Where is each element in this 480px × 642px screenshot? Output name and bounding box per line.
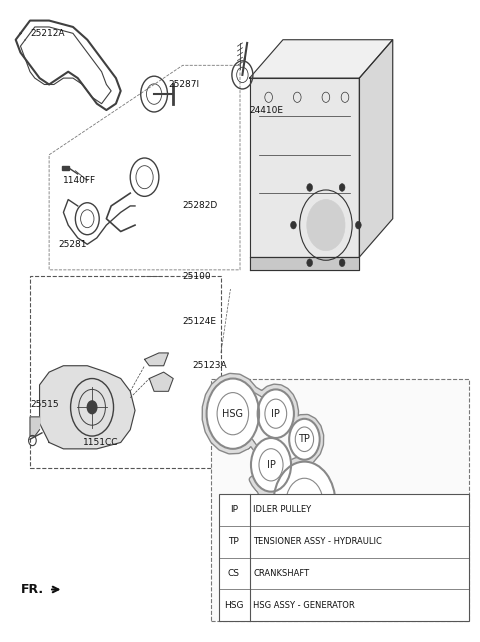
Polygon shape [30,417,39,436]
Text: CS: CS [298,498,311,508]
Circle shape [87,401,97,413]
Circle shape [290,221,296,229]
Polygon shape [250,40,393,78]
Text: 25282D: 25282D [183,202,218,211]
Circle shape [339,184,345,191]
Text: CS: CS [228,569,240,578]
Circle shape [307,184,312,191]
Text: HSG ASSY - GENERATOR: HSG ASSY - GENERATOR [253,601,355,610]
Text: 25100: 25100 [183,272,211,281]
Text: IDLER PULLEY: IDLER PULLEY [253,505,312,514]
Bar [211,379,469,621]
Text: HSG: HSG [222,409,243,419]
Polygon shape [149,372,173,392]
Text: IP: IP [271,409,280,419]
Polygon shape [360,40,393,257]
Text: 1140FF: 1140FF [63,176,96,185]
Circle shape [307,200,345,250]
Text: CRANKSHAFT: CRANKSHAFT [253,569,310,578]
Text: 25281: 25281 [59,240,87,249]
Text: 25123A: 25123A [192,361,227,370]
Text: IP: IP [230,505,238,514]
Text: 25212A: 25212A [30,29,64,38]
Circle shape [251,438,291,492]
Bar [30,276,221,468]
Circle shape [307,259,312,266]
Text: 25287I: 25287I [168,80,200,89]
Text: 25124E: 25124E [183,317,217,325]
Circle shape [274,462,336,544]
Text: HSG: HSG [224,601,243,610]
Polygon shape [250,78,360,257]
Circle shape [206,379,259,449]
Text: TP: TP [299,434,311,444]
Bar [218,494,469,621]
Polygon shape [144,353,168,366]
Polygon shape [39,366,135,449]
Text: 25515: 25515 [30,399,59,408]
Text: 24410E: 24410E [250,105,284,114]
Text: IP: IP [266,460,276,470]
Text: TENSIONER ASSY - HYDRAULIC: TENSIONER ASSY - HYDRAULIC [253,537,382,546]
Circle shape [258,390,294,438]
Circle shape [356,221,361,229]
Circle shape [339,259,345,266]
Bar [62,166,69,169]
Polygon shape [250,257,360,270]
Text: FR.: FR. [21,583,44,596]
Text: 1151CC: 1151CC [83,438,118,447]
Text: TP: TP [228,537,239,546]
Circle shape [289,419,320,460]
